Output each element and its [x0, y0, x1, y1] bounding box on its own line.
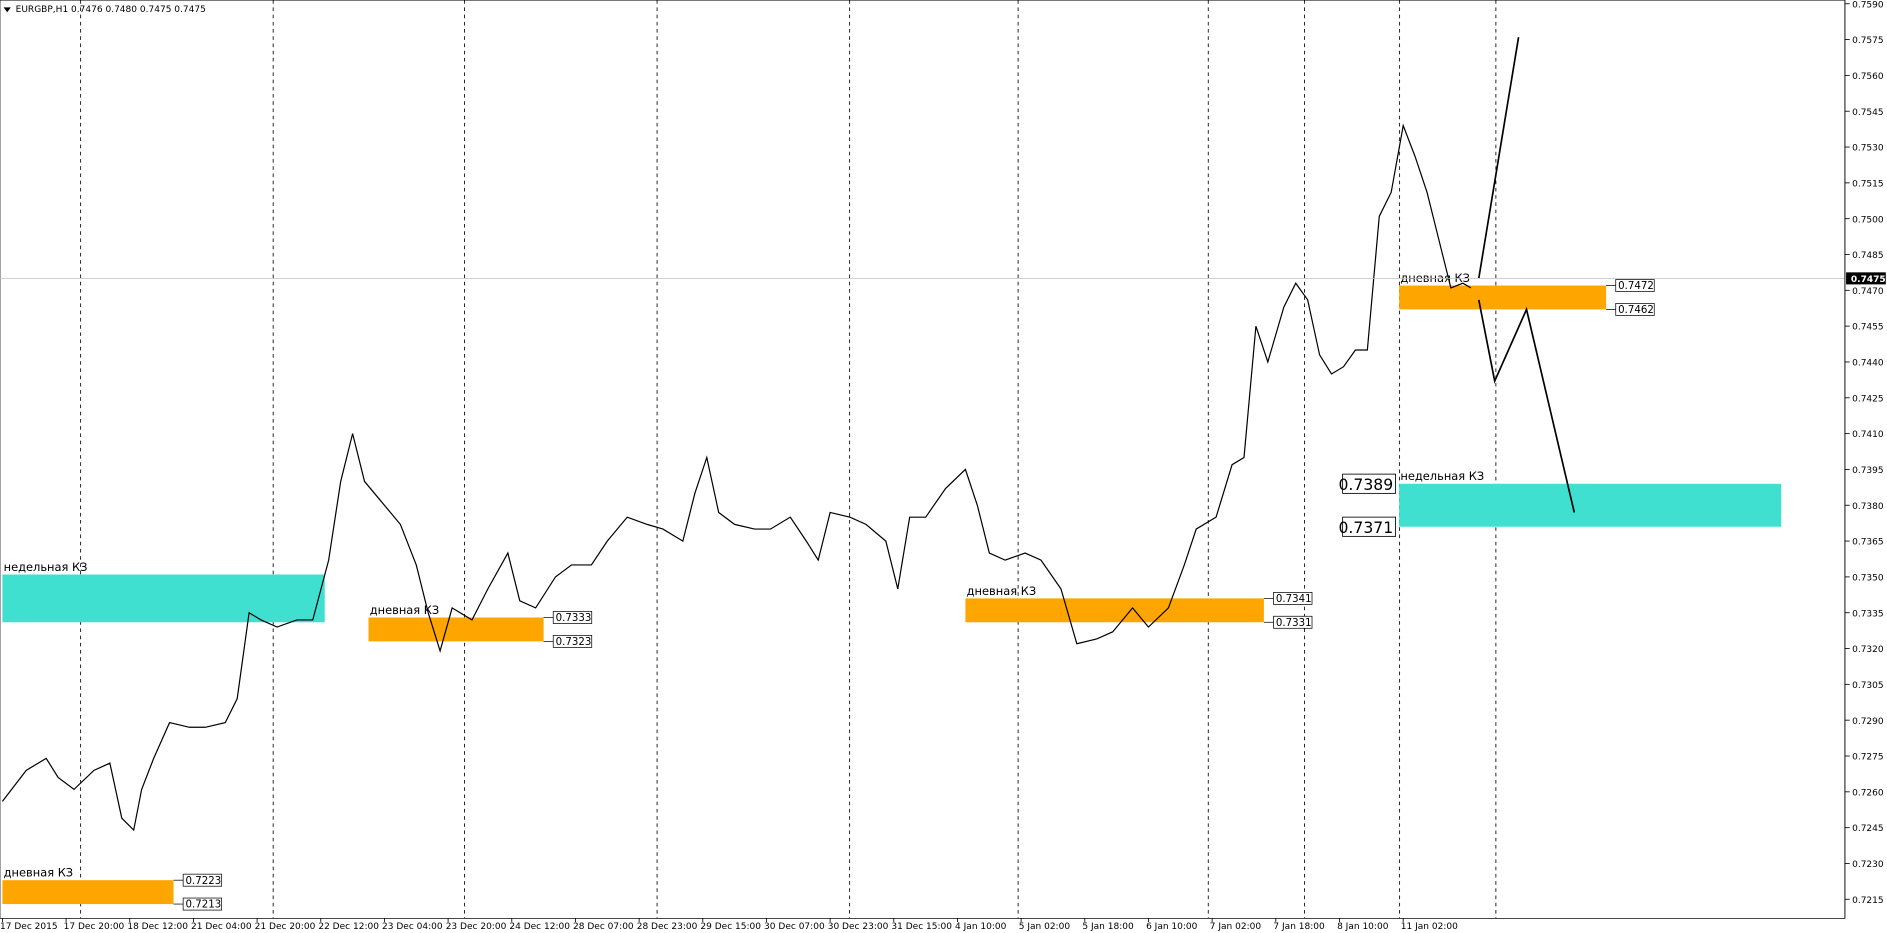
y-tick-label: 0.7380	[1852, 502, 1884, 512]
y-tick-label: 0.7440	[1852, 359, 1884, 369]
price-label: 0.7331	[1276, 618, 1312, 629]
chart-title: EURGBP,H1 0.7476 0.7480 0.7475 0.7475	[16, 5, 206, 15]
x-tick-label: 24 Dec 12:00	[509, 922, 570, 932]
price-label: 0.7371	[1338, 518, 1393, 537]
price-label-box	[1342, 473, 1396, 494]
x-tick-label: 7 Jan 02:00	[1210, 922, 1262, 932]
x-tick-label: 17 Dec 20:00	[64, 922, 125, 932]
x-tick-label: 21 Dec 04:00	[191, 922, 252, 932]
price-label-box	[552, 634, 593, 648]
x-tick-label: 28 Dec 23:00	[637, 922, 698, 932]
x-tick-label: 4 Jan 10:00	[955, 922, 1007, 932]
x-tick-label: 18 Dec 12:00	[127, 922, 188, 932]
zone-label: дневная КЗ	[967, 584, 1037, 598]
y-tick-label: 0.7335	[1852, 609, 1884, 619]
y-tick-label: 0.7590	[1852, 0, 1884, 10]
y-tick-label: 0.7530	[1852, 144, 1884, 154]
price-label-box	[552, 611, 593, 624]
zone	[1399, 483, 1782, 527]
zone-label: недельная КЗ	[4, 560, 88, 574]
x-tick-label: 7 Jan 18:00	[1273, 922, 1325, 932]
y-tick-label: 0.7455	[1852, 323, 1884, 333]
zone-label: дневная КЗ	[1400, 271, 1470, 285]
y-tick-label: 0.7230	[1852, 860, 1884, 870]
price-label: 0.7323	[556, 637, 592, 648]
y-tick-label: 0.7260	[1852, 788, 1884, 798]
y-tick-label: 0.7350	[1852, 574, 1884, 584]
y-tick-label: 0.7215	[1852, 896, 1884, 906]
y-tick-label: 0.7395	[1852, 466, 1884, 476]
projection-line	[1477, 299, 1576, 513]
zone-label: дневная КЗ	[370, 603, 440, 617]
zone	[1399, 285, 1607, 310]
x-tick-label: 21 Dec 20:00	[255, 922, 316, 932]
y-tick-label: 0.7290	[1852, 717, 1884, 727]
price-label: 0.7341	[1276, 594, 1312, 605]
y-tick-label: 0.7425	[1852, 394, 1884, 404]
x-tick-label: 22 Dec 12:00	[318, 922, 379, 932]
y-tick-label: 0.7275	[1852, 753, 1884, 763]
y-tick-label: 0.7305	[1852, 681, 1884, 691]
x-tick-label: 6 Jan 10:00	[1146, 922, 1198, 932]
y-tick-label: 0.7365	[1852, 538, 1884, 548]
y-tick-label: 0.7560	[1852, 72, 1884, 82]
x-tick-label: 17 Dec 2015	[0, 922, 58, 932]
x-tick-label: 31 Dec 15:00	[891, 922, 952, 932]
zone	[2, 574, 325, 623]
zone-label: недельная КЗ	[1400, 469, 1484, 483]
x-tick-label: 30 Dec 23:00	[828, 922, 889, 932]
price-label: 0.7462	[1618, 305, 1654, 316]
y-tick-label: 0.7410	[1852, 430, 1884, 440]
x-tick-label: 28 Dec 07:00	[573, 922, 634, 932]
last-price-tag	[1846, 272, 1886, 285]
y-tick-label: 0.7515	[1852, 179, 1884, 189]
y-tick-label: 0.7245	[1852, 824, 1884, 834]
price-label-box	[1342, 516, 1396, 537]
y-tick-label: 0.7470	[1852, 287, 1884, 297]
x-tick-label: 23 Dec 20:00	[446, 922, 507, 932]
price-label: 0.7472	[1618, 281, 1654, 292]
price-line	[1, 123, 1472, 832]
x-tick-label: 11 Jan 02:00	[1401, 922, 1458, 932]
zone	[368, 617, 544, 642]
y-tick-label: 0.7485	[1852, 251, 1884, 261]
price-label: 0.7389	[1338, 475, 1393, 494]
y-tick-label: 0.7500	[1852, 215, 1884, 225]
projection-line	[1477, 37, 1520, 279]
x-tick-label: 5 Jan 02:00	[1019, 922, 1071, 932]
x-tick-label: 8 Jan 10:00	[1337, 922, 1389, 932]
x-tick-label: 5 Jan 18:00	[1082, 922, 1134, 932]
price-label: 0.7213	[186, 900, 222, 911]
x-tick-label: 29 Dec 15:00	[700, 922, 761, 932]
x-tick-label: 30 Dec 07:00	[764, 922, 825, 932]
plot-frame	[0, 0, 1846, 919]
last-price-label: 0.7475	[1851, 275, 1886, 285]
zone	[2, 880, 174, 905]
y-tick-label: 0.7545	[1852, 108, 1884, 118]
menu-arrow	[3, 7, 11, 13]
x-tick-label: 23 Dec 04:00	[382, 922, 443, 932]
price-label: 0.7223	[186, 876, 222, 887]
price-label: 0.7333	[556, 613, 592, 624]
y-tick-label: 0.7575	[1852, 36, 1884, 46]
zone-label: дневная КЗ	[4, 866, 74, 880]
zone	[965, 598, 1264, 623]
y-tick-label: 0.7320	[1852, 645, 1884, 655]
